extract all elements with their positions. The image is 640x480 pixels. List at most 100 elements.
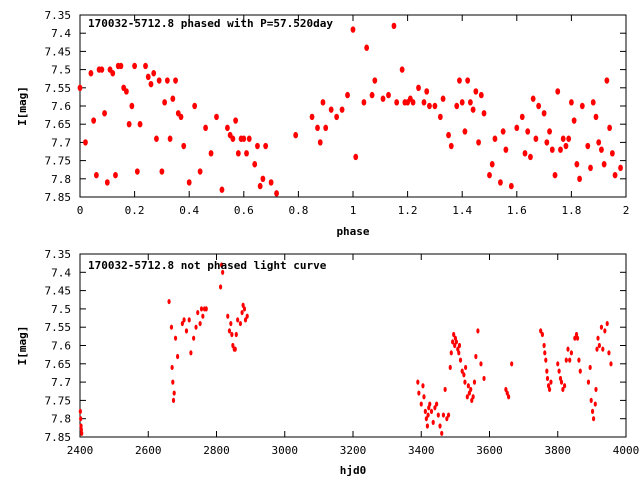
data-point	[156, 77, 162, 84]
data-point	[369, 91, 375, 99]
data-point	[423, 408, 427, 414]
data-point	[462, 372, 466, 378]
data-point	[440, 95, 446, 102]
data-point	[563, 142, 569, 150]
data-point	[536, 102, 542, 110]
y-axis-title: I[mag]	[16, 86, 29, 126]
data-point	[184, 328, 189, 334]
data-point	[198, 320, 202, 327]
data-point	[175, 353, 180, 360]
data-point	[588, 364, 592, 371]
data-point	[91, 117, 97, 124]
data-point	[466, 383, 470, 389]
data-point	[424, 88, 430, 95]
y-tick-label: 7.35	[45, 9, 72, 22]
y-tick-label: 7.55	[45, 82, 72, 95]
data-point	[113, 171, 118, 179]
data-point	[238, 320, 242, 327]
data-point	[454, 102, 460, 110]
data-point	[607, 350, 611, 356]
data-point	[590, 408, 595, 414]
data-point	[438, 423, 442, 429]
data-point	[129, 102, 135, 110]
data-point	[452, 331, 456, 338]
data-point	[208, 150, 214, 157]
data-point	[530, 95, 536, 102]
x-tick-label: 1.2	[398, 204, 418, 217]
data-point	[618, 164, 623, 172]
y-tick-label: 7.6	[51, 100, 71, 113]
x-axis: 2400 2600 2800 3000 3200 3400 3600 3800 4000	[67, 254, 639, 457]
data-point	[432, 102, 438, 110]
data-point	[187, 317, 191, 323]
data-point	[575, 335, 580, 341]
unphased-panel: 7.357.47.457.57.557.67.657.77.757.87.85 …	[16, 248, 639, 477]
data-point	[603, 328, 607, 334]
chart-title: 170032-5712.8 phased with P=57.520day	[88, 17, 333, 30]
data-point	[547, 386, 552, 393]
data-point	[594, 386, 598, 393]
data-point	[391, 22, 397, 30]
x-tick-label: 1.4	[452, 204, 472, 217]
data-point	[182, 317, 186, 323]
data-point	[542, 342, 546, 349]
data-point	[173, 335, 178, 341]
data-point	[599, 146, 604, 153]
data-point	[440, 430, 444, 436]
data-point	[234, 331, 238, 338]
data-point	[552, 171, 558, 179]
data-point	[446, 412, 451, 418]
data-point	[429, 408, 434, 414]
data-point	[169, 324, 174, 330]
data-point	[492, 135, 498, 142]
data-point	[172, 390, 176, 396]
data-point	[421, 383, 425, 389]
data-point	[561, 386, 565, 393]
data-point	[361, 99, 367, 106]
data-point	[203, 124, 208, 132]
data-point	[419, 401, 423, 407]
data-point	[320, 99, 326, 106]
data-point	[192, 335, 196, 341]
data-point	[170, 95, 176, 102]
data-point	[566, 135, 572, 142]
data-point	[607, 124, 613, 132]
data-point	[201, 313, 205, 319]
data-point	[487, 171, 492, 179]
data-point	[454, 339, 458, 345]
data-point	[605, 320, 609, 327]
data-point	[171, 397, 176, 403]
data-point	[214, 113, 219, 121]
data-point	[339, 106, 345, 113]
data-point	[350, 26, 356, 33]
data-point	[241, 135, 247, 142]
y-axis: 7.35 7.4 7.45 7.5 7.55 7.6 7.65 7.7 7.75 7.8 7.85	[45, 9, 626, 204]
data-point	[126, 121, 132, 128]
data-point	[510, 361, 514, 367]
data-point	[104, 179, 110, 186]
data-point	[566, 346, 570, 352]
data-point	[164, 77, 170, 84]
data-point	[167, 135, 173, 142]
data-point	[474, 353, 478, 360]
data-point	[218, 284, 223, 290]
data-point	[462, 128, 468, 135]
data-point	[268, 179, 274, 186]
data-point	[476, 139, 481, 146]
data-point	[229, 320, 233, 327]
data-point	[293, 131, 299, 139]
data-point	[471, 394, 475, 400]
phased-panel: 7.357.47.457.57.557.67.657.77.757.87.85 …	[16, 9, 629, 238]
data-point	[364, 44, 370, 51]
y-tick-label: 7.75	[45, 155, 72, 168]
data-point	[219, 186, 225, 193]
data-point	[242, 306, 247, 312]
data-point	[579, 102, 585, 110]
x-tick-label: 0	[77, 204, 84, 217]
data-point	[503, 146, 509, 153]
data-point	[220, 262, 224, 268]
data-point	[522, 150, 528, 157]
y-tick-label: 7.45	[45, 45, 72, 58]
